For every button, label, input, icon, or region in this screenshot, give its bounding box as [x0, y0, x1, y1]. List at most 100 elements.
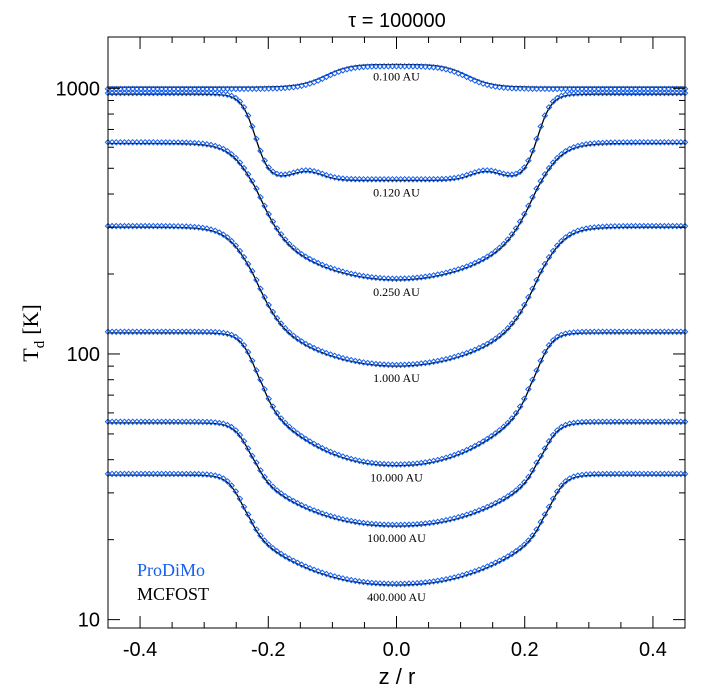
prodimo-point-6-44 — [285, 555, 293, 563]
prodimo-point-3-67 — [380, 361, 388, 368]
prodimo-point-1-26 — [211, 90, 219, 97]
prodimo-point-6-96 — [500, 555, 508, 563]
prodimo-point-2-20 — [187, 139, 194, 147]
prodimo-point-4-90 — [475, 440, 483, 448]
prodimo-point-4-53 — [323, 446, 330, 454]
prodimo-point-6-61 — [356, 578, 363, 585]
prodimo-point-1-54 — [327, 173, 334, 180]
prodimo-point-5-95 — [496, 497, 503, 505]
prodimo-point-6-35 — [248, 518, 256, 526]
prodimo-point-1-2 — [112, 89, 120, 97]
prodimo-point-1-58 — [343, 175, 351, 183]
prodimo-point-4-97 — [504, 419, 512, 427]
prodimo-point-2-23 — [199, 140, 207, 148]
prodimo-point-5-21 — [191, 418, 198, 426]
prodimo-point-1-30 — [228, 92, 235, 100]
prodimo-point-5-51 — [314, 508, 322, 516]
prodimo-point-5-36 — [253, 459, 260, 467]
prodimo-point-5-58 — [343, 516, 351, 524]
prodimo-point-3-24 — [203, 225, 211, 232]
prodimo-point-3-38 — [261, 293, 268, 301]
prodimo-point-5-26 — [211, 419, 219, 426]
prodimo-point-2-66 — [376, 274, 384, 282]
prodimo-point-2-52 — [318, 261, 326, 269]
prodimo-point-3-104 — [533, 276, 540, 284]
prodimo-point-5-68 — [384, 521, 392, 529]
prodimo-point-5-35 — [248, 452, 256, 460]
prodimo-point-0-78 — [426, 63, 433, 71]
prodimo-point-3-30 — [228, 237, 235, 245]
prodimo-point-3-47 — [298, 338, 306, 345]
prodimo-point-5-2 — [112, 418, 120, 426]
prodimo-point-2-11 — [149, 138, 157, 146]
prodimo-point-2-17 — [174, 139, 182, 146]
prodimo-point-3-123 — [611, 222, 619, 230]
x-tick-label-3: 0.2 — [511, 639, 539, 661]
prodimo-point-5-28 — [220, 420, 227, 428]
prodimo-point-0-52 — [318, 75, 326, 83]
prodimo-point-4-11 — [149, 328, 157, 336]
prodimo-point-1-6 — [129, 89, 137, 97]
prodimo-point-2-95 — [496, 244, 503, 252]
prodimo-point-4-29 — [224, 330, 231, 338]
prodimo-point-0-91 — [479, 80, 487, 87]
prodimo-point-2-101 — [520, 210, 528, 218]
prodimo-point-4-99 — [512, 409, 520, 417]
prodimo-point-1-92 — [483, 167, 491, 174]
prodimo-point-4-49 — [306, 438, 314, 445]
prodimo-point-5-16 — [170, 418, 178, 426]
prodimo-point-0-79 — [430, 63, 437, 71]
prodimo-point-1-106 — [541, 112, 549, 119]
curve-label-4: 10.000 AU — [370, 471, 423, 485]
curve-label-5: 100.000 AU — [367, 531, 426, 545]
y-axis-label-sub: d — [32, 340, 48, 348]
prodimo-point-4-105 — [537, 357, 545, 365]
prodimo-point-3-56 — [335, 353, 343, 361]
prodimo-point-4-30 — [228, 331, 235, 339]
prodimo-point-6-64 — [368, 579, 376, 587]
y-axis-label: Td [K] — [18, 304, 48, 362]
prodimo-point-3-18 — [178, 223, 186, 230]
prodimo-point-4-86 — [459, 448, 466, 456]
prodimo-point-3-59 — [347, 356, 355, 364]
prodimo-point-1-101 — [520, 164, 528, 171]
prodimo-point-3-51 — [314, 346, 322, 354]
prodimo-point-1-38 — [261, 157, 268, 164]
prodimo-point-3-21 — [191, 223, 198, 231]
prodimo-point-5-64 — [368, 520, 376, 528]
prodimo-point-6-108 — [549, 495, 557, 503]
prodimo-point-3-102 — [525, 293, 532, 301]
prodimo-point-3-42 — [277, 320, 285, 327]
prodimo-point-2-103 — [529, 193, 536, 201]
prodimo-point-5-128 — [632, 418, 639, 426]
prodimo-point-5-99 — [512, 487, 520, 494]
prodimo-point-6-106 — [541, 511, 549, 518]
prodimo-point-4-128 — [632, 328, 639, 336]
prodimo-point-3-109 — [553, 242, 561, 249]
prodimo-point-1-104 — [533, 135, 540, 143]
prodimo-point-3-41 — [273, 314, 281, 322]
prodimo-point-3-90 — [475, 344, 483, 352]
prodimo-point-4-54 — [327, 448, 334, 456]
curve-label-2: 0.250 AU — [373, 285, 420, 299]
prodimo-point-4-51 — [314, 442, 322, 450]
prodimo-point-1-123 — [611, 89, 619, 97]
prodimo-point-5-24 — [203, 418, 211, 426]
prodimo-point-5-50 — [310, 507, 318, 514]
prodimo-point-4-28 — [220, 329, 227, 337]
prodimo-point-3-49 — [306, 342, 314, 350]
prodimo-point-4-35 — [248, 357, 256, 365]
prodimo-point-5-110 — [558, 423, 565, 431]
prodimo-point-5-105 — [537, 452, 545, 460]
prodimo-point-0-90 — [475, 78, 483, 86]
prodimo-point-1-77 — [421, 175, 429, 183]
prodimo-point-2-49 — [306, 255, 314, 263]
prodimo-point-3-53 — [323, 349, 330, 357]
prodimo-point-4-33 — [240, 341, 248, 349]
prodimo-point-6-28 — [220, 475, 227, 482]
prodimo-point-6-40 — [269, 544, 277, 552]
prodimo-point-4-91 — [479, 438, 487, 445]
prodimo-point-3-35 — [248, 267, 256, 275]
prodimo-point-2-2 — [112, 138, 120, 146]
